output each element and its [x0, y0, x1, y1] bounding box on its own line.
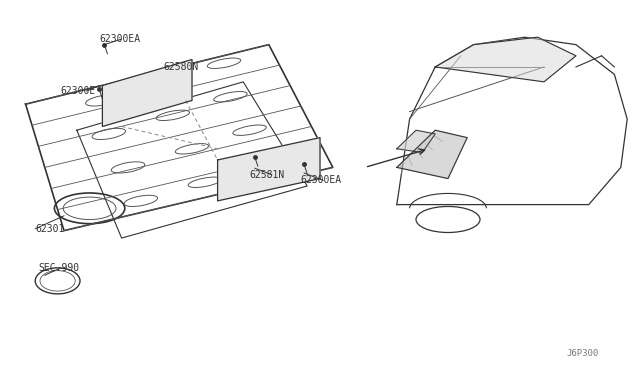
Text: 62581N: 62581N: [250, 170, 285, 180]
Text: 62300E: 62300E: [61, 86, 96, 96]
Text: SEC.990: SEC.990: [38, 263, 79, 273]
Text: 62300EA: 62300EA: [99, 34, 140, 44]
Polygon shape: [218, 138, 320, 201]
Text: 62580N: 62580N: [163, 62, 198, 72]
Text: 62301: 62301: [35, 224, 65, 234]
Text: 62300EA: 62300EA: [301, 176, 342, 185]
Polygon shape: [435, 37, 576, 82]
Text: J6P300: J6P300: [566, 349, 598, 358]
Polygon shape: [102, 60, 192, 126]
Polygon shape: [397, 130, 467, 179]
Polygon shape: [397, 130, 435, 153]
